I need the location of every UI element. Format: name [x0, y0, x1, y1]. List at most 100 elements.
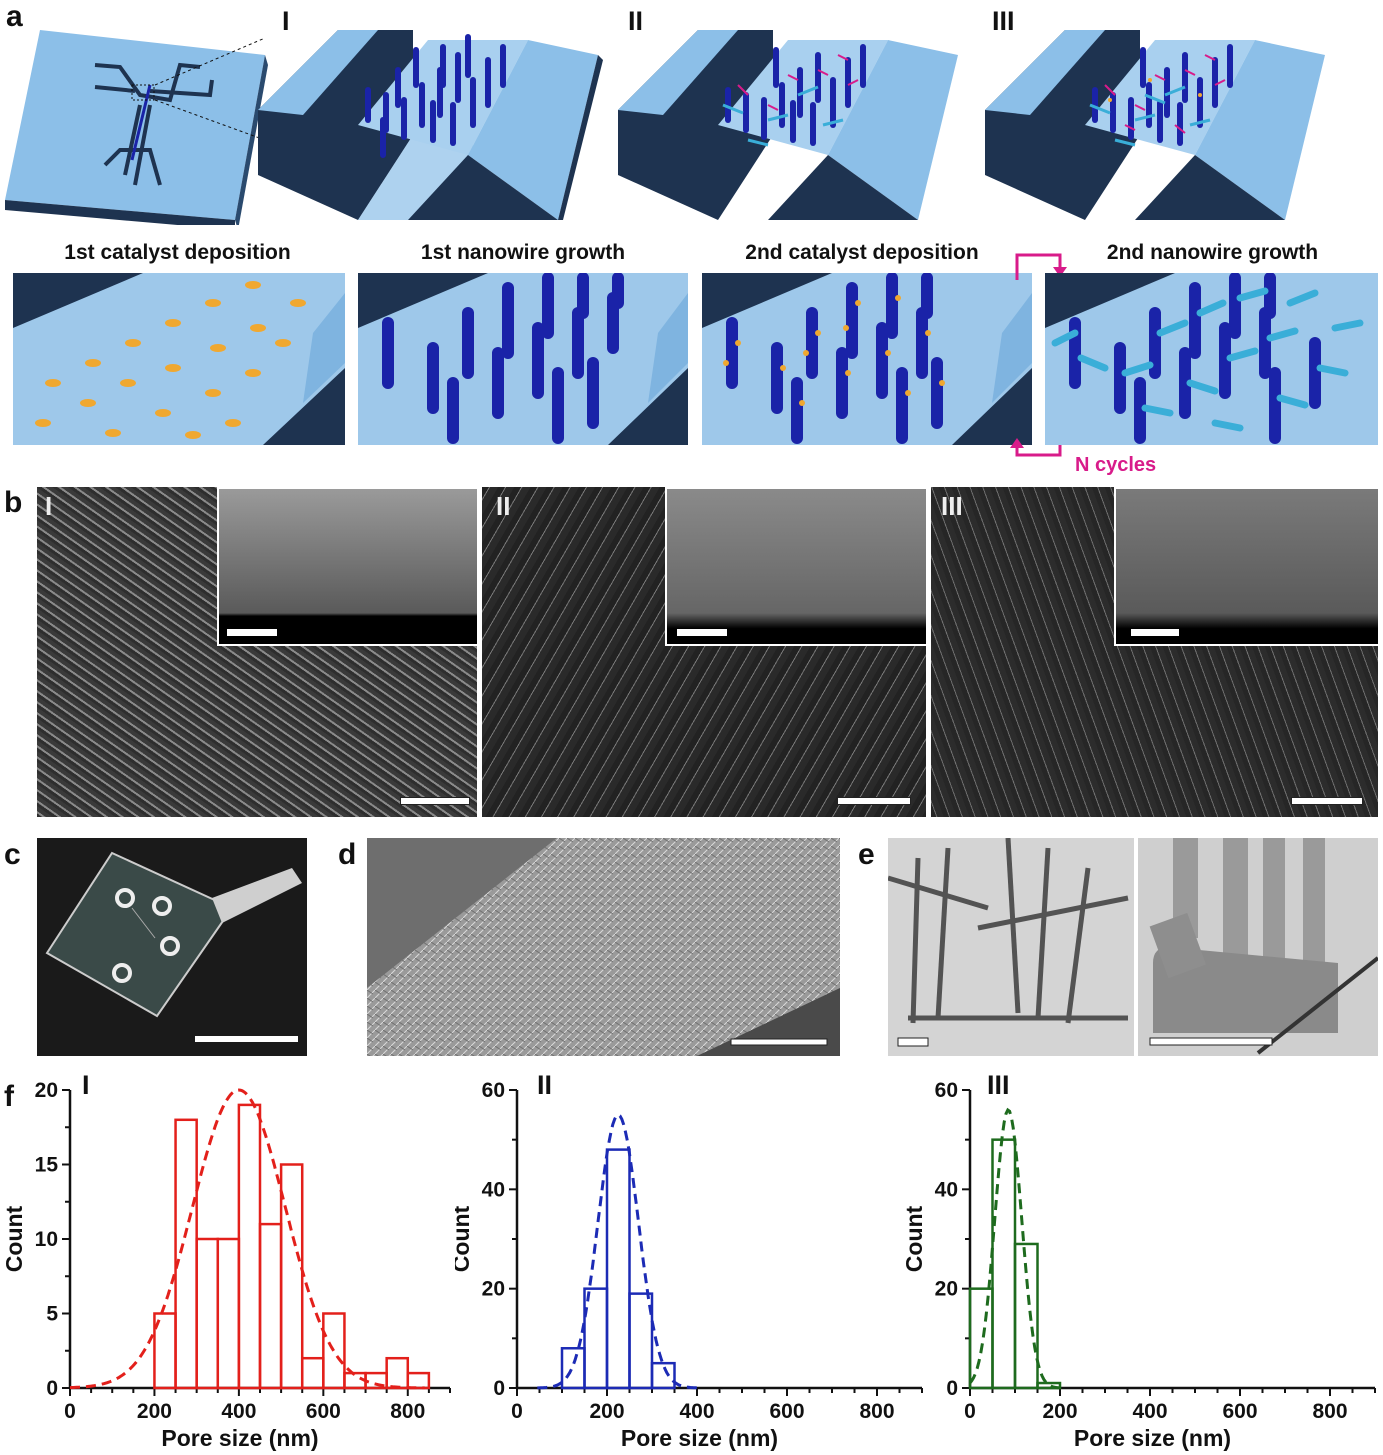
step-label-2: 1st nanowire growth	[420, 241, 626, 264]
x-tick-label: 0	[964, 1400, 976, 1423]
sem-image-ii: II	[482, 487, 926, 817]
histogram-i: 0 200 400 600 800 0 5 10 15 20 Pore size (nm) Count	[1, 1080, 451, 1451]
schematic-label-ii: II	[628, 6, 644, 36]
scale-bar	[1149, 1037, 1273, 1046]
scale-bar	[730, 1038, 828, 1046]
x-axis-label: Pore size (nm)	[1074, 1425, 1231, 1451]
step-image-nanowire-2	[1045, 273, 1378, 445]
x-axis-label: Pore size (nm)	[161, 1425, 318, 1451]
schematic-label-i: I	[282, 6, 290, 36]
x-tick-label: 0	[511, 1400, 523, 1423]
histogram-bar	[406, 1371, 431, 1390]
histogram-bar	[583, 1287, 609, 1390]
histogram-bar	[628, 1292, 654, 1390]
hist-label-iii: III	[987, 1070, 1010, 1100]
sem-inset-iii	[1114, 487, 1378, 646]
y-tick-label: 40	[935, 1178, 958, 1201]
y-tick-label: 5	[46, 1303, 58, 1326]
y-axis-label: Count	[1, 1205, 27, 1272]
histogram-bar	[174, 1118, 198, 1390]
panel-label-e: e	[858, 838, 875, 871]
histogram-bar	[605, 1148, 631, 1390]
histogram-ii: 0 200 400 600 800 0 20 40 60 Pore size (nm) Count	[455, 1080, 923, 1451]
step-image-catalyst-2	[702, 273, 1032, 445]
y-axis-label: Count	[905, 1205, 927, 1272]
histogram-bar	[560, 1347, 586, 1390]
x-tick-label: 200	[137, 1400, 172, 1423]
x-tick-label: 200	[589, 1400, 624, 1423]
scale-bar	[227, 629, 277, 636]
gaussian-fit-curve	[537, 1113, 700, 1390]
scale-bar	[837, 797, 911, 805]
channel-schematic-i	[258, 30, 603, 220]
chip-photo	[37, 838, 307, 1056]
gaussian-fit-curve	[968, 1107, 1062, 1390]
histogram-bar	[322, 1312, 346, 1390]
y-axis-label: Count	[455, 1205, 474, 1272]
scale-bar	[1291, 797, 1363, 805]
x-tick-label: 800	[1312, 1400, 1347, 1423]
y-tick-label: 40	[482, 1178, 505, 1201]
hist-label-ii: II	[537, 1070, 553, 1100]
x-tick-label: 800	[859, 1400, 894, 1423]
panel-label-a: a	[6, 0, 23, 33]
x-tick-label: 600	[306, 1400, 341, 1423]
tem-image-overview	[888, 838, 1134, 1056]
x-tick-label: 400	[221, 1400, 256, 1423]
step-image-catalyst-1	[13, 273, 345, 445]
sem-inset-i	[217, 487, 477, 646]
step-label-4: 2nd nanowire growth	[1106, 241, 1319, 264]
sem-channel-overview	[367, 838, 840, 1056]
panel-label-b: b	[4, 486, 23, 519]
channel-schematic-iii	[985, 30, 1325, 220]
sem-inset-ii	[665, 487, 926, 646]
sem-label-ii: II	[496, 491, 511, 521]
panel-label-d: d	[338, 838, 357, 871]
histogram-bar	[968, 1287, 994, 1390]
sem-image-iii: III	[931, 487, 1378, 817]
schematic-label-iii: III	[992, 6, 1015, 36]
histogram-bar	[385, 1356, 410, 1390]
x-axis-label: Pore size (nm)	[621, 1425, 778, 1451]
histogram-iii: 0 200 400 600 800 0 20 40 60 Pore size (nm) Count	[905, 1080, 1376, 1451]
y-tick-label: 0	[46, 1377, 58, 1400]
zoom-guide-lines	[154, 37, 266, 141]
hist-label-i: I	[82, 1070, 90, 1100]
histogram-bar	[991, 1138, 1017, 1390]
step-image-nanowire-1	[358, 273, 688, 445]
scale-bar	[400, 797, 470, 805]
y-tick-label: 60	[935, 1080, 958, 1102]
y-tick-label: 0	[946, 1377, 958, 1400]
x-tick-label: 400	[1132, 1400, 1167, 1423]
scale-bar	[677, 629, 727, 636]
histogram-bar	[258, 1222, 283, 1390]
histogram-bar	[237, 1103, 262, 1390]
channel-schematic-ii	[618, 30, 958, 220]
y-tick-label: 10	[35, 1228, 58, 1251]
y-tick-label: 15	[35, 1154, 59, 1177]
scale-bar	[195, 1036, 298, 1042]
cycle-label: N cycles	[1075, 454, 1157, 476]
histogram-bar	[195, 1237, 220, 1390]
x-tick-label: 0	[64, 1400, 76, 1423]
x-tick-label: 400	[679, 1400, 714, 1423]
scale-bar	[1131, 629, 1179, 636]
microfluidic-chip-illustration	[5, 30, 268, 225]
y-tick-label: 20	[482, 1278, 505, 1301]
panel-label-f: f	[4, 1080, 14, 1113]
histogram-bar	[300, 1356, 325, 1390]
histogram-bar	[216, 1237, 241, 1390]
y-tick-label: 20	[35, 1080, 58, 1102]
y-tick-label: 0	[493, 1377, 505, 1400]
histogram-bar	[1036, 1381, 1062, 1390]
histogram-bar	[1013, 1242, 1039, 1390]
step-label-3: 2nd catalyst deposition	[745, 241, 979, 264]
sem-label-iii: III	[941, 491, 963, 521]
scale-bar	[897, 1037, 929, 1047]
x-tick-label: 200	[1042, 1400, 1077, 1423]
x-tick-label: 600	[1222, 1400, 1257, 1423]
y-tick-label: 60	[482, 1080, 505, 1102]
histogram-bar	[279, 1163, 304, 1390]
sem-image-i: I	[37, 487, 477, 817]
tem-image-detail	[1138, 838, 1378, 1056]
